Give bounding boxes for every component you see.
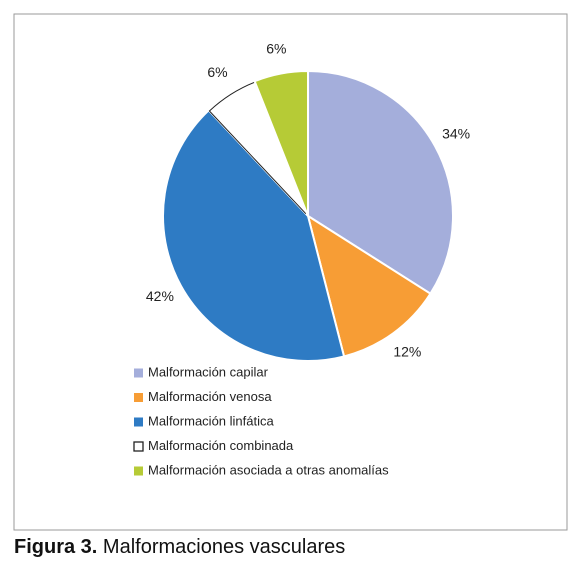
pie-slice <box>162 108 346 362</box>
legend-swatch <box>134 466 143 476</box>
legend-label: Malformación linfática <box>148 413 274 428</box>
legend-swatch <box>133 441 144 452</box>
data-label: 6% <box>207 64 227 80</box>
legend-label: Malformación venosa <box>148 389 272 404</box>
data-label: 6% <box>266 41 286 57</box>
legend-swatch <box>134 417 143 427</box>
pie-slice <box>306 213 432 358</box>
data-label: 12% <box>393 343 421 359</box>
pie-slice <box>253 69 309 217</box>
legend-swatch <box>134 393 143 402</box>
legend-swatch <box>134 368 143 378</box>
caption-label: Figura 3. <box>14 536 98 558</box>
legend-label: Malformación capilar <box>148 364 269 379</box>
data-label: 34% <box>442 125 470 141</box>
caption: Figura 3. Malformaciones vasculares <box>14 536 345 559</box>
caption-text: Malformaciones vasculares <box>102 536 346 558</box>
legend-label: Malformación asociada a otras anomalías <box>148 462 389 477</box>
legend-label: Malformación combinada <box>148 438 294 453</box>
data-label: 42% <box>146 288 174 304</box>
